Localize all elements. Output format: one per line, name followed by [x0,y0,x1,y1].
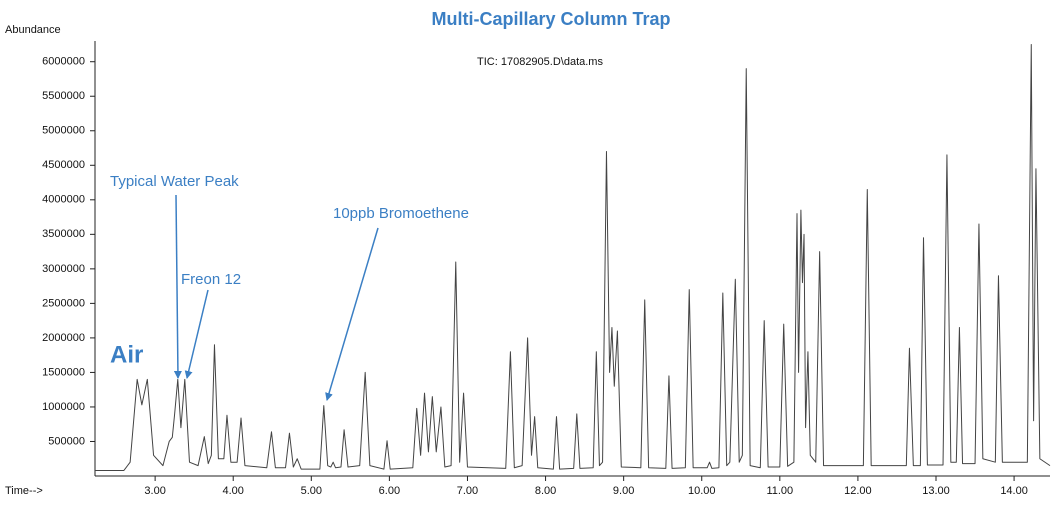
annotation-arrow [173,194,182,379]
y-tick-label: 500000 [48,435,85,447]
annotation: Typical Water Peak [110,173,239,190]
chart-title: Multi-Capillary Column Trap [431,9,670,29]
y-tick-label: 2500000 [42,297,85,309]
x-tick-label: 12.00 [844,485,872,497]
y-tick-label: 2000000 [42,332,85,344]
y-axis-label: Abundance [5,24,61,36]
x-tick-label: 3.00 [144,485,165,497]
chromatogram-trace [95,43,1051,471]
x-tick-label: 4.00 [223,485,244,497]
x-tick-label: 13.00 [922,485,950,497]
chart-subtitle: TIC: 17082905.D\data.ms [477,56,603,68]
x-tick-label: 9.00 [613,485,634,497]
x-tick-label: 7.00 [457,485,478,497]
y-tick-label: 6000000 [42,56,85,68]
y-tick-label: 5500000 [42,90,85,102]
y-tick-label: 3500000 [42,228,85,240]
annotation: 10ppb Bromoethene [333,205,469,222]
x-tick-label: 14.00 [1000,485,1028,497]
annotation-arrow [325,227,379,401]
x-tick-label: 5.00 [301,485,322,497]
x-tick-label: 6.00 [379,485,400,497]
annotation-arrow [184,289,209,379]
x-tick-label: 11.00 [766,485,793,497]
annotation: Air [110,341,143,368]
y-tick-label: 1000000 [42,401,85,413]
y-tick-label: 4000000 [42,194,85,206]
y-tick-label: 4500000 [42,159,85,171]
x-tick-label: 8.00 [535,485,556,497]
x-tick-label: 10.00 [688,485,716,497]
y-tick-label: 3000000 [42,263,85,275]
x-axis-label: Time--> [5,485,43,497]
annotation: Freon 12 [181,271,241,288]
y-tick-label: 1500000 [42,366,85,378]
plot-area: 500000 1000000 1500000 2000000 2500000 300000… [42,41,1051,497]
y-tick-label: 5000000 [42,125,85,137]
